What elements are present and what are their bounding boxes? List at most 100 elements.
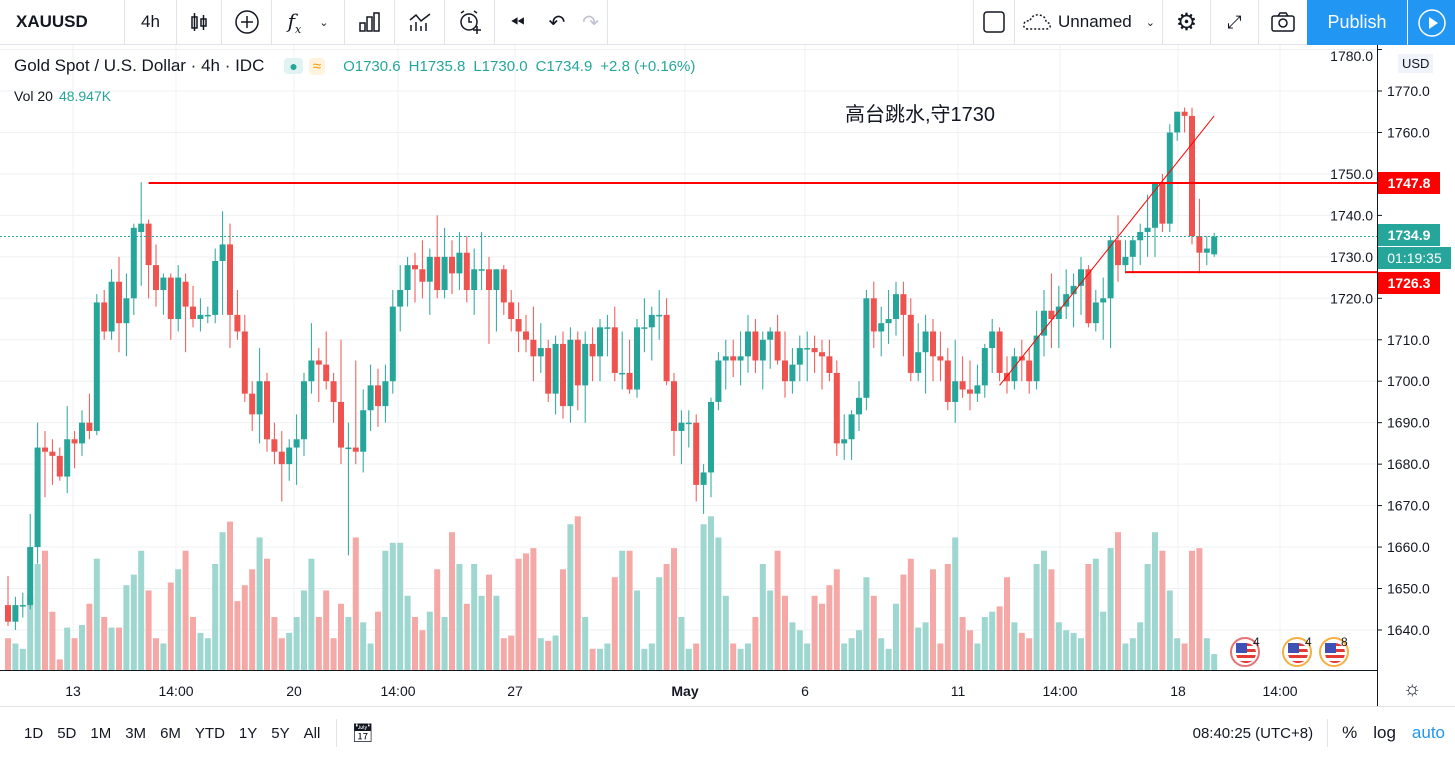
settings-button[interactable]: ⚙ [1163, 0, 1211, 45]
volume-bar [656, 577, 663, 670]
volume-bar [42, 550, 48, 670]
candle-body [981, 348, 988, 386]
candle-body [545, 348, 552, 394]
candle-body [1055, 306, 1062, 320]
range-button-1d[interactable]: 1D [24, 724, 44, 742]
volume-bar [1033, 564, 1040, 670]
event-count: 4 [1253, 635, 1260, 649]
volume-bar [108, 627, 115, 670]
volume-bar [737, 648, 744, 670]
volume-bar [419, 630, 426, 670]
undo-button[interactable]: ↶ [540, 0, 574, 45]
volume-bar [486, 574, 492, 670]
interval-button[interactable]: 4h [125, 0, 177, 45]
percent-toggle[interactable]: % [1342, 723, 1358, 742]
fullscreen-icon: ⤢ [1227, 11, 1242, 32]
range-button-3m[interactable]: 3M [125, 724, 147, 742]
redo-button[interactable]: ↷ [574, 0, 608, 45]
volume-bar [1189, 550, 1195, 670]
candle-body [456, 252, 463, 274]
clock-timezone[interactable]: 08:40:25 (UTC+8) [1192, 724, 1314, 742]
candle-body [315, 360, 322, 365]
range-button-6m[interactable]: 6M [160, 724, 181, 742]
chart-type-button[interactable] [177, 0, 222, 45]
candle-body [959, 381, 966, 390]
price-chart[interactable]: 1780.0 1770.0 1760.0 1750.0 1740.0 1730.0 1720… [0, 45, 1455, 670]
candle-body [86, 422, 93, 431]
alarm-clock-plus-icon [459, 10, 481, 34]
candle-body [722, 356, 729, 361]
layout-name-button[interactable]: Unnamed ⌄ [1015, 0, 1163, 45]
candle-body [278, 451, 285, 465]
bottom-toolbar: 1D 5D 1M 3M 6M YTD 1Y 5Y All 📅︎ 08:40:25 (UTC+8)… [0, 706, 1455, 759]
price-tick-label: 1670.0 [1387, 498, 1430, 514]
auto-toggle[interactable]: auto [1411, 723, 1445, 742]
layout-select-button[interactable] [973, 0, 1015, 45]
candle-body [878, 323, 885, 332]
volume-bar [86, 603, 93, 670]
fullscreen-button[interactable]: ⤢ [1211, 0, 1259, 45]
volume-bar [153, 638, 159, 670]
symbol-label: XAUUSD [16, 12, 88, 31]
range-button-ytd[interactable]: YTD [194, 724, 225, 742]
economic-event-icon[interactable] [1230, 637, 1260, 667]
time-label: 14:00 [1262, 683, 1298, 699]
bar-countdown-label: 01:19:35 [1378, 247, 1451, 269]
volume-bar [1144, 564, 1151, 670]
candle-body [774, 331, 781, 361]
goto-date-icon[interactable]: 📅︎ [351, 722, 375, 743]
axis-settings-button[interactable]: ☼ [1403, 678, 1421, 701]
us-flag-icon [1236, 643, 1256, 663]
candle-body [116, 281, 122, 324]
divider [336, 719, 338, 747]
candle-body [745, 331, 751, 357]
alert-button[interactable] [445, 0, 495, 45]
symbol-search[interactable]: XAUUSD [0, 0, 125, 45]
candle-body [190, 306, 196, 320]
market-status-badge[interactable]: ● [284, 58, 303, 74]
volume-bar [708, 516, 714, 670]
replay-button[interactable]: ⏪︎ [495, 0, 540, 45]
volume-bar [1055, 622, 1062, 670]
volume-bar [900, 574, 907, 670]
volume-bar [256, 537, 263, 670]
indicators-button[interactable]: fx ⌄ [272, 0, 345, 45]
compare-button[interactable] [222, 0, 272, 45]
volume-bar [56, 659, 63, 670]
publish-button[interactable]: Publish [1307, 0, 1407, 45]
time-axis[interactable]: 13 14:00 20 14:00 27 May 6 11 14:00 18 1… [0, 670, 1377, 706]
play-circle-icon [1417, 8, 1446, 37]
log-toggle[interactable]: log [1373, 723, 1396, 742]
templates-button[interactable] [345, 0, 395, 45]
candle-body [552, 343, 559, 394]
delay-badge[interactable]: ≈ [308, 57, 326, 75]
candle-body [1129, 240, 1136, 257]
range-button-5d[interactable]: 5D [57, 724, 77, 742]
volume-bar [545, 640, 552, 670]
range-button-1y[interactable]: 1Y [238, 724, 258, 742]
square-icon [983, 11, 1005, 33]
volume-bar [560, 569, 566, 670]
volume-bar [1070, 632, 1077, 670]
range-button-1m[interactable]: 1M [90, 724, 112, 742]
volume-bar [745, 643, 751, 670]
range-button-all[interactable]: All [303, 724, 321, 742]
economic-event-icon[interactable] [1282, 637, 1312, 667]
economic-event-icon[interactable] [1319, 637, 1349, 667]
indicator-chart-button[interactable] [395, 0, 445, 45]
ohlc-high: H1735.8 [408, 57, 466, 75]
chart-annotation-text[interactable]: 高台跳水,守1730 [845, 104, 996, 126]
candle-body [330, 381, 337, 402]
time-label: 20 [286, 683, 302, 699]
snapshot-button[interactable] [1259, 0, 1307, 45]
volume-bar [811, 595, 818, 670]
candle-body [345, 447, 352, 450]
candle-body [19, 605, 26, 607]
candle-body [708, 401, 714, 473]
volume-bar [952, 537, 959, 670]
candle-body [819, 352, 825, 357]
play-button[interactable] [1408, 0, 1455, 45]
volume-bar [27, 595, 34, 670]
candle-body [49, 451, 56, 456]
range-button-5y[interactable]: 5Y [271, 724, 290, 742]
